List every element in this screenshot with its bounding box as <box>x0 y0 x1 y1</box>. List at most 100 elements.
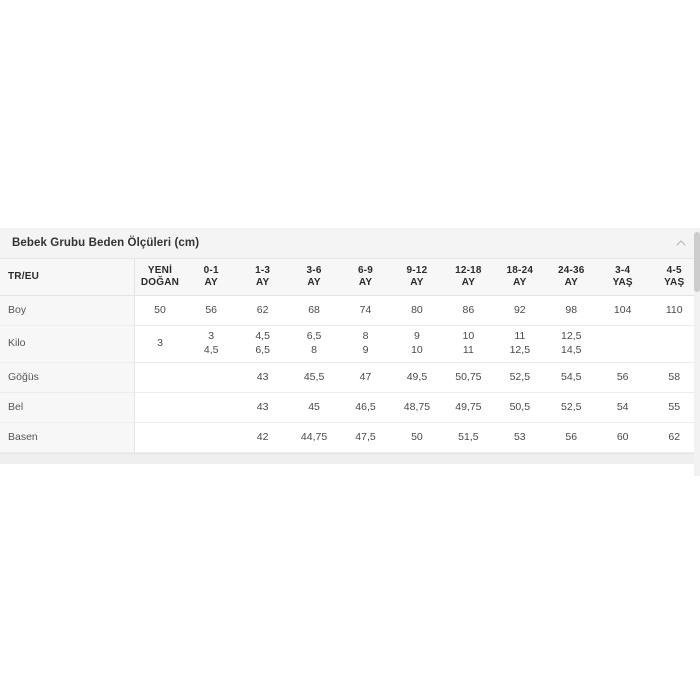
cell-value: 43 <box>256 400 269 413</box>
table-cell: 58 <box>648 362 700 393</box>
table-cell: 62 <box>648 422 700 453</box>
table-cell: 56 <box>185 295 237 326</box>
table-row: Basen 42 44,75 47,5 50 51,5 53 56 60 62 <box>0 422 700 453</box>
cell-value: 9 <box>414 330 420 343</box>
cell-value: 50 <box>154 303 166 316</box>
cell-value: 54,5 <box>561 370 582 383</box>
table-cell: 43 <box>236 362 289 393</box>
table-cell: 74 <box>339 295 392 326</box>
cell-value: 45,5 <box>303 370 325 383</box>
column-header-3: 3-6 AY <box>288 259 340 296</box>
cell-value-second: 8 <box>311 344 317 356</box>
column-header-line2: YAŞ <box>612 277 633 288</box>
table-cell <box>134 392 186 423</box>
cell-value: 54 <box>616 400 629 413</box>
column-header-line2: AY <box>255 277 270 288</box>
cell-value: 49,5 <box>406 370 428 383</box>
cell-value: 10 <box>462 330 475 343</box>
cell-value: 53 <box>513 430 526 443</box>
table-cell <box>134 422 186 453</box>
column-header-line2: AY <box>204 277 218 288</box>
column-header-5: 9-12 AY <box>391 259 443 296</box>
table-cell: 55 <box>648 392 700 423</box>
table-cell: 86 <box>442 295 495 326</box>
cell-value: 58 <box>668 370 681 383</box>
cell-value: 86 <box>462 303 475 316</box>
panel-header[interactable]: Bebek Grubu Beden Ölçüleri (cm) <box>0 228 700 259</box>
column-header-line2: DOĞAN <box>140 277 180 288</box>
column-header-2: 1-3 AY <box>236 259 289 296</box>
column-header-line1: 1-3 <box>255 264 271 276</box>
column-header-line1: 6-9 <box>357 264 374 276</box>
column-header-line2: AY <box>513 277 527 288</box>
cell-value: 62 <box>668 430 681 443</box>
cell-value: 47 <box>359 370 372 383</box>
table-cell: 50,75 <box>442 362 495 393</box>
cell-value: 8 <box>362 330 369 343</box>
cell-value-second: 9 <box>362 344 369 356</box>
column-header-4: 6-9 AY <box>339 259 392 296</box>
table-cell: 45,5 <box>288 362 340 393</box>
cell-value: 92 <box>513 303 526 316</box>
cell-value: 42 <box>256 430 269 443</box>
table-cell: 10 11 <box>442 325 495 363</box>
table-header-row: TR/EU YENİ DOĞAN 0-1 AY 1-3 AY 3-6 <box>0 259 700 296</box>
table-cell: 62 <box>236 295 289 326</box>
table-cell <box>185 422 237 453</box>
table-cell: 56 <box>545 422 597 453</box>
column-header-0: YENİ DOĞAN <box>134 259 186 296</box>
cell-value: 74 <box>359 303 372 316</box>
table-cell: 47,5 <box>339 422 392 453</box>
table-cell: 47 <box>339 362 392 393</box>
column-header-6: 12-18 AY <box>442 259 495 296</box>
cell-value-second: 4,5 <box>203 344 219 356</box>
table-cell: 42 <box>236 422 289 453</box>
vertical-scrollbar-track[interactable] <box>694 228 700 476</box>
column-header-line1: 18-24 <box>506 264 534 276</box>
cell-value-second: 11 <box>462 344 474 356</box>
cell-value: 46,5 <box>355 400 376 413</box>
cell-value: 52,5 <box>509 370 531 383</box>
cell-value: 49,75 <box>455 400 482 413</box>
table-cell: 68 <box>288 295 340 326</box>
cell-value-second: 10 <box>411 344 423 356</box>
table-cell: 110 <box>648 295 700 326</box>
vertical-scrollbar-thumb[interactable] <box>694 232 700 292</box>
table-cell: 49,75 <box>442 392 495 423</box>
chevron-up-icon[interactable] <box>674 236 688 250</box>
table-cell: 60 <box>596 422 649 453</box>
column-header-1: 0-1 AY <box>185 259 237 296</box>
column-header-line1: 3-6 <box>306 264 322 276</box>
cell-value: 50,75 <box>455 370 482 383</box>
column-header-line2: YAŞ <box>664 277 685 288</box>
size-chart-panel: Bebek Grubu Beden Ölçüleri (cm) TR/EU <box>0 228 700 464</box>
cell-value: 3 <box>157 337 163 350</box>
table-cell: 80 <box>391 295 443 326</box>
column-header-line1: 4-5 <box>666 264 682 276</box>
table-cell: 43 <box>236 392 289 423</box>
cell-value: 56 <box>565 430 578 443</box>
table-cell: 49,5 <box>391 362 443 393</box>
column-header-10: 4-5 YAŞ <box>648 259 700 296</box>
table-cell: 50 <box>391 422 443 453</box>
table-cell: 56 <box>596 362 649 393</box>
table-cell: 52,5 <box>545 392 597 423</box>
table-row: Göğüs 43 45,5 47 49,5 50,75 52,5 54,5 56… <box>0 362 700 393</box>
table-cell <box>134 362 186 393</box>
table-body: Boy 50 56 62 68 74 80 86 92 98 104 110 K… <box>0 295 700 453</box>
column-header-tr-eu: TR/EU <box>0 259 135 296</box>
table-row: Boy 50 56 62 68 74 80 86 92 98 104 110 <box>0 295 700 326</box>
table-cell: 53 <box>494 422 546 453</box>
cell-value: 56 <box>205 303 218 316</box>
cell-value: 50 <box>411 430 423 443</box>
cell-value: 55 <box>668 400 681 413</box>
table-cell: 6,5 8 <box>288 325 340 363</box>
table-cell: 4,5 6,5 <box>236 325 289 363</box>
column-header-line1: 3-4 <box>615 264 631 276</box>
cell-value-second: 6,5 <box>255 344 270 356</box>
column-header-8: 24-36 AY <box>545 259 597 296</box>
table-cell: 12,5 14,5 <box>545 325 597 363</box>
column-header-9: 3-4 YAŞ <box>596 259 649 296</box>
